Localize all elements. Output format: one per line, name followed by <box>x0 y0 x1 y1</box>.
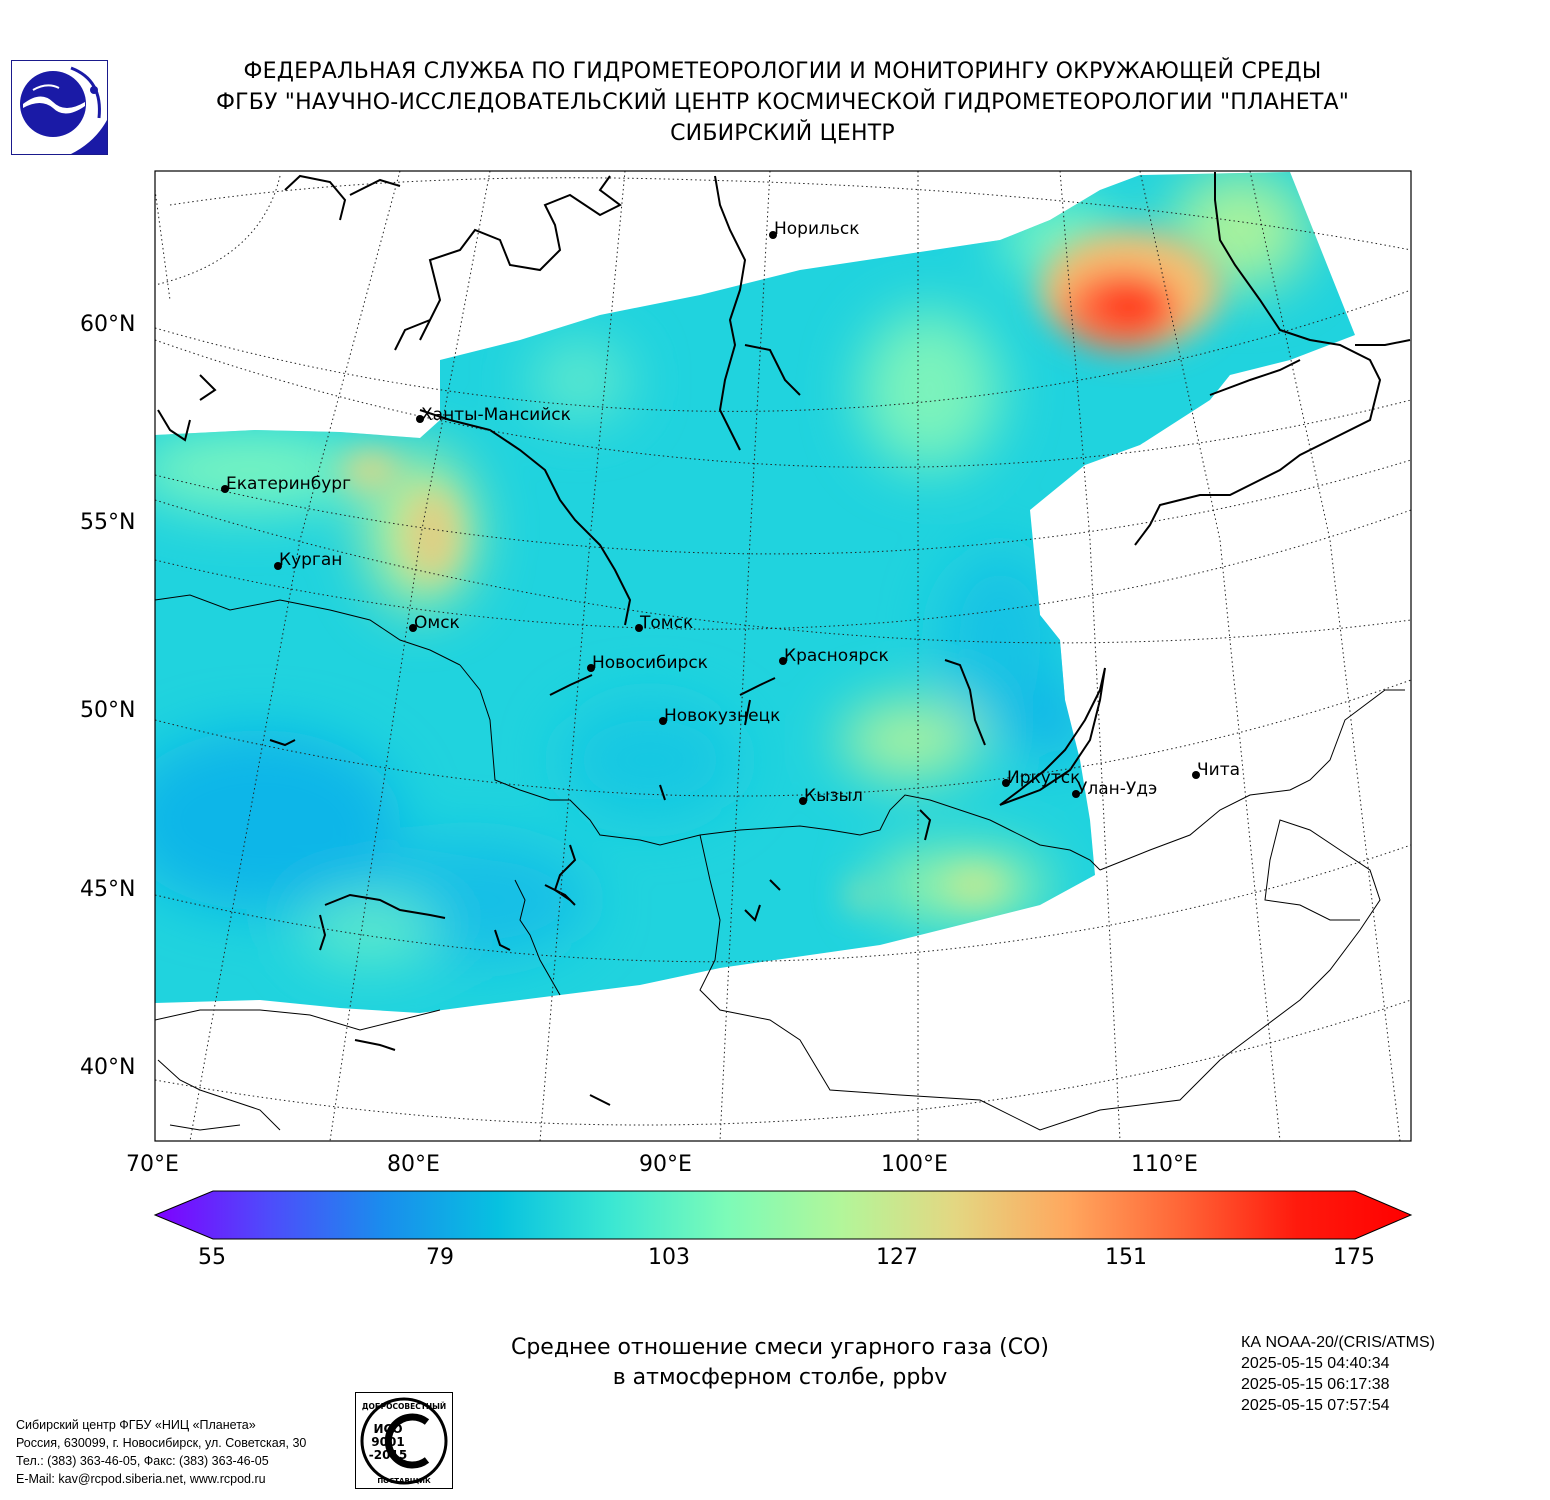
colorbar-tick-79: 79 <box>426 1245 454 1270</box>
map-frame <box>154 170 1412 1142</box>
svg-text:Ханты-Мансийск: Ханты-Мансийск <box>421 405 571 425</box>
lon-label-80: 80°E <box>387 1152 440 1177</box>
svg-text:Курган: Курган <box>279 550 342 570</box>
svg-text:Улан-Удэ: Улан-Удэ <box>1077 779 1157 799</box>
city-irkutsk: Иркутск <box>1002 768 1080 788</box>
lon-label-70: 70°E <box>126 1152 179 1177</box>
svg-text:Красноярск: Красноярск <box>784 646 889 666</box>
org-line-4: E-Mail: kav@rcpod.siberia.net, www.rcpod… <box>16 1472 266 1486</box>
svg-text:Иркутск: Иркутск <box>1007 768 1080 788</box>
satellite-name: КА NOAA-20/(CRIS/ATMS) <box>1241 1334 1435 1351</box>
city-ulan-ude: Улан-Удэ <box>1072 779 1157 799</box>
iso-bottom-text: ПОСТАВЩИК <box>377 1477 431 1485</box>
svg-text:Чита: Чита <box>1197 760 1240 780</box>
iso-top-text: ДОБРОСОВЕСТНЫЙ <box>362 1402 446 1411</box>
header: ФЕДЕРАЛЬНАЯ СЛУЖБА ПО ГИДРОМЕТЕОРОЛОГИИ … <box>0 56 1550 149</box>
svg-text:Кызыл: Кызыл <box>804 786 863 806</box>
lat-label-45: 45°N <box>80 877 136 902</box>
colorbar-tick-55: 55 <box>198 1245 226 1270</box>
iso-line-3: -2015 <box>369 1448 407 1462</box>
lat-label-60: 60°N <box>80 312 136 337</box>
coastlines-rivers <box>157 172 1411 1106</box>
colorbar-tick-127: 127 <box>876 1245 918 1270</box>
co-data-swath <box>155 172 1355 1013</box>
org-line-2: Россия, 630099, г. Новосибирск, ул. Сове… <box>16 1436 307 1450</box>
svg-text:Новосибирск: Новосибирск <box>592 653 708 673</box>
city-tomsk: Томск <box>635 613 693 633</box>
header-line-2: ФГБУ "НАУЧНО-ИССЛЕДОВАТЕЛЬСКИЙ ЦЕНТР КОС… <box>215 90 1350 115</box>
svg-text:Норильск: Норильск <box>774 219 860 239</box>
city-norilsk: Норильск <box>769 219 860 239</box>
city-markers: Норильск Ханты-Мансийск Екатеринбург Кур… <box>221 219 1240 806</box>
caption-line-2: в атмосферном столбе, ppbv <box>612 1365 948 1390</box>
map-caption: Среднее отношение смеси угарного газа (C… <box>380 1333 1180 1393</box>
city-novosibirsk: Новосибирск <box>587 653 708 673</box>
satellite-info: КА NOAA-20/(CRIS/ATMS) 2025-05-15 04:40:… <box>1241 1332 1435 1416</box>
city-kyzyl: Кызыл <box>799 786 863 806</box>
colorbar-tick-103: 103 <box>648 1245 690 1270</box>
svg-text:Екатеринбург: Екатеринбург <box>226 474 351 494</box>
svg-text:Томск: Томск <box>639 613 693 633</box>
lat-label-40: 40°N <box>80 1055 136 1080</box>
iso-stamp-icon: ДОБРОСОВЕСТНЫЙ ИСО 9001 -2015 ПОСТАВЩИК <box>355 1392 453 1489</box>
city-novokuznetsk: Новокузнецк <box>659 706 780 726</box>
header-line-3: СИБИРСКИЙ ЦЕНТР <box>670 121 895 146</box>
org-line-3: Тел.: (383) 363-46-05, Факс: (383) 363-4… <box>16 1454 269 1468</box>
borders <box>155 594 1405 1131</box>
city-krasnoyarsk: Красноярск <box>779 646 889 666</box>
lon-label-90: 90°E <box>639 1152 692 1177</box>
header-line-1: ФЕДЕРАЛЬНАЯ СЛУЖБА ПО ГИДРОМЕТЕОРОЛОГИИ … <box>243 59 1322 84</box>
lat-label-55: 55°N <box>80 510 136 535</box>
iso-line-2: 9001 <box>371 1435 404 1449</box>
city-kurgan: Курган <box>274 550 342 570</box>
colorbar-tick-151: 151 <box>1105 1245 1147 1270</box>
caption-line-1: Среднее отношение смеси угарного газа (C… <box>510 1335 1050 1360</box>
lon-label-100: 100°E <box>881 1152 948 1177</box>
colorbar <box>153 1190 1413 1240</box>
organization-info: Сибирский центр ФГБУ «НИЦ «Планета» Росс… <box>16 1416 306 1488</box>
iso-line-1: ИСО <box>373 1422 402 1436</box>
org-line-1: Сибирский центр ФГБУ «НИЦ «Планета» <box>16 1418 256 1432</box>
colorbar-bar <box>153 1190 1413 1240</box>
satellite-pass-1: 2025-05-15 04:40:34 <box>1241 1355 1390 1372</box>
lon-label-110: 110°E <box>1131 1152 1198 1177</box>
svg-text:Новокузнецк: Новокузнецк <box>664 706 780 726</box>
city-yekaterinburg: Екатеринбург <box>221 474 351 494</box>
colorbar-tick-175: 175 <box>1333 1245 1375 1270</box>
city-chita: Чита <box>1192 760 1240 780</box>
co-map: Норильск Ханты-Мансийск Екатеринбург Кур… <box>153 170 1413 1240</box>
lat-label-50: 50°N <box>80 698 136 723</box>
svg-text:Омск: Омск <box>414 613 460 633</box>
planeta-logo-icon <box>11 60 108 155</box>
satellite-pass-3: 2025-05-15 07:57:54 <box>1241 1397 1390 1414</box>
city-omsk: Омск <box>409 613 460 633</box>
city-khanty-mansiysk: Ханты-Мансийск <box>416 405 571 425</box>
satellite-pass-2: 2025-05-15 06:17:38 <box>1241 1376 1390 1393</box>
graticule <box>155 171 1411 1141</box>
